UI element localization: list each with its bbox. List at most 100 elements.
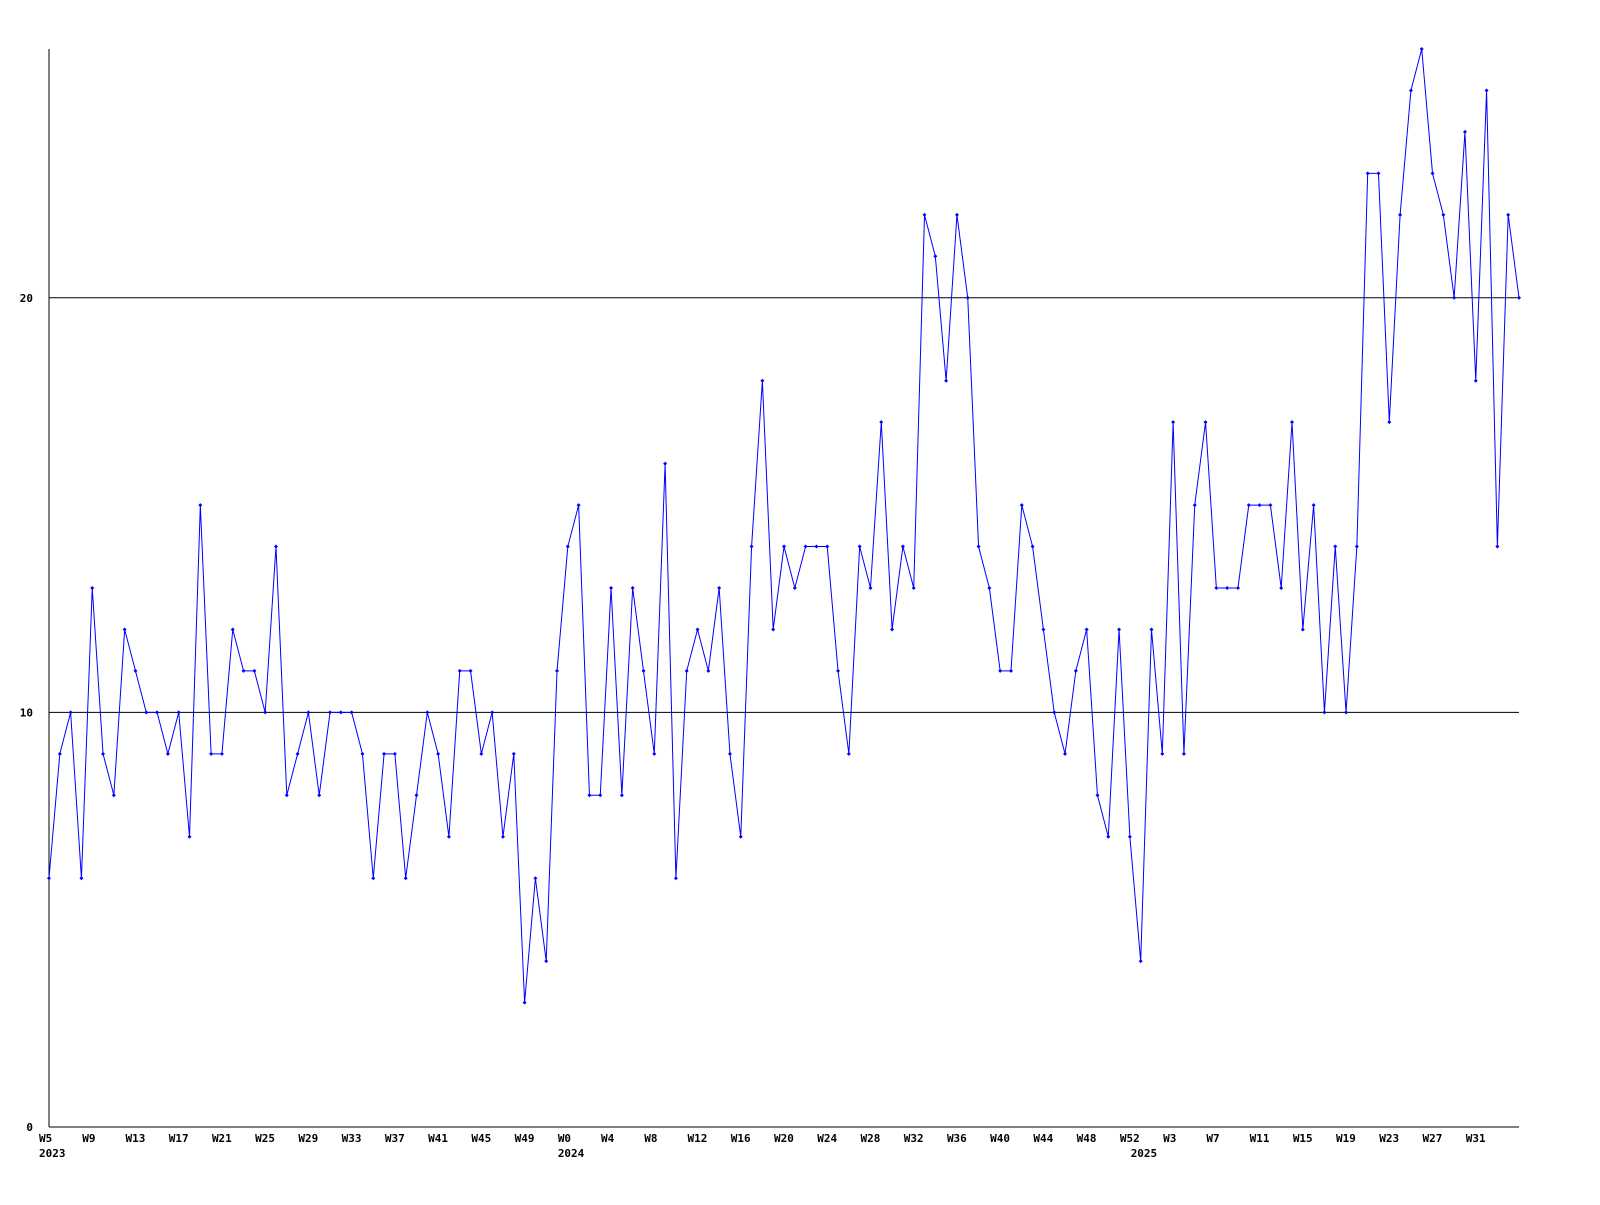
point-marker bbox=[684, 668, 689, 673]
point-marker bbox=[1462, 129, 1467, 134]
point-marker bbox=[122, 627, 127, 632]
point-marker bbox=[522, 1000, 527, 1005]
point-marker bbox=[371, 876, 376, 881]
point-marker bbox=[1106, 834, 1111, 839]
x-tick-label: W33 bbox=[342, 1132, 362, 1145]
point-marker bbox=[933, 254, 938, 259]
line bbox=[48, 48, 1520, 1003]
point-marker bbox=[68, 710, 73, 715]
point-marker bbox=[479, 751, 484, 756]
point-marker bbox=[317, 793, 322, 798]
x-tick-label: W27 bbox=[1423, 1132, 1443, 1145]
x-tick-label: W8 bbox=[644, 1132, 657, 1145]
point-marker bbox=[1300, 627, 1305, 632]
x-tick-label: W20 bbox=[774, 1132, 794, 1145]
point-marker bbox=[792, 586, 797, 590]
point-marker bbox=[987, 586, 992, 590]
point-marker bbox=[1008, 668, 1013, 673]
point-marker bbox=[954, 212, 959, 217]
point-marker bbox=[425, 710, 430, 715]
point-marker bbox=[533, 876, 538, 881]
y-tick-label: 0 bbox=[26, 1121, 33, 1134]
x-tick-label: W4 bbox=[601, 1132, 615, 1145]
point-marker bbox=[782, 544, 786, 549]
point-marker bbox=[695, 627, 700, 632]
point-marker bbox=[1225, 586, 1230, 590]
point-marker bbox=[1235, 586, 1240, 590]
point-marker bbox=[1214, 586, 1219, 590]
point-marker bbox=[165, 751, 170, 756]
point-marker bbox=[155, 710, 160, 715]
point-marker bbox=[1084, 627, 1089, 632]
point-marker bbox=[1181, 751, 1186, 756]
point-marker bbox=[1387, 420, 1392, 425]
point-marker bbox=[868, 586, 873, 590]
x-tick-label: W36 bbox=[947, 1132, 967, 1145]
x-tick-label: W41 bbox=[428, 1132, 448, 1145]
x-tick-label: W5 bbox=[39, 1132, 52, 1145]
x-tick-label: W15 bbox=[1293, 1132, 1313, 1145]
point-marker bbox=[1290, 420, 1295, 425]
y-tick-label: 10 bbox=[20, 706, 33, 719]
point-marker bbox=[1019, 503, 1024, 508]
point-marker bbox=[57, 751, 62, 756]
point-marker bbox=[1333, 544, 1338, 549]
point-marker bbox=[284, 793, 289, 798]
year-label: 2023 bbox=[39, 1147, 66, 1160]
point-marker bbox=[814, 544, 819, 549]
x-tick-label: W37 bbox=[385, 1132, 405, 1145]
point-marker bbox=[911, 586, 916, 590]
point-marker bbox=[836, 668, 841, 673]
point-marker bbox=[176, 710, 181, 715]
x-tick-label: W32 bbox=[904, 1132, 924, 1145]
point-marker bbox=[555, 668, 560, 673]
point-marker bbox=[219, 751, 224, 756]
point-marker bbox=[252, 668, 257, 673]
x-tick-label: W23 bbox=[1379, 1132, 1399, 1145]
x-tick-label: W40 bbox=[990, 1132, 1010, 1145]
point-marker bbox=[587, 793, 592, 798]
point-marker bbox=[760, 378, 765, 383]
point-marker bbox=[857, 544, 862, 549]
point-marker bbox=[1268, 503, 1273, 508]
point-marker bbox=[1344, 710, 1349, 715]
point-marker bbox=[1073, 668, 1078, 673]
point-marker bbox=[436, 751, 441, 756]
point-marker bbox=[1506, 212, 1511, 217]
point-marker bbox=[738, 834, 743, 839]
x-tick-label: W12 bbox=[688, 1132, 708, 1145]
point-marker bbox=[976, 544, 981, 549]
x-tick-label: W45 bbox=[471, 1132, 491, 1145]
point-marker bbox=[111, 793, 116, 798]
point-marker bbox=[1376, 171, 1381, 176]
point-marker bbox=[295, 751, 300, 756]
x-tick-label: W24 bbox=[817, 1132, 837, 1145]
point-marker bbox=[360, 751, 365, 756]
point-marker bbox=[1149, 627, 1154, 632]
year-label: 2024 bbox=[558, 1147, 585, 1160]
point-marker bbox=[1495, 544, 1500, 549]
point-marker bbox=[1311, 503, 1316, 508]
point-marker bbox=[209, 751, 214, 756]
point-marker bbox=[338, 710, 343, 715]
point-marker bbox=[1117, 627, 1122, 632]
point-marker bbox=[273, 544, 278, 549]
point-marker bbox=[1095, 793, 1100, 798]
point-marker bbox=[846, 751, 851, 756]
point-marker bbox=[47, 876, 51, 881]
point-marker bbox=[101, 751, 106, 756]
point-marker bbox=[1408, 88, 1413, 93]
point-marker bbox=[803, 544, 808, 549]
point-marker bbox=[187, 834, 192, 839]
point-marker bbox=[749, 544, 754, 549]
point-marker bbox=[890, 627, 895, 632]
point-marker bbox=[90, 586, 95, 590]
point-marker bbox=[133, 668, 138, 673]
x-tick-label: W21 bbox=[212, 1132, 232, 1145]
point-marker bbox=[403, 876, 408, 881]
x-tick-label: W48 bbox=[1077, 1132, 1097, 1145]
point-marker bbox=[241, 668, 246, 673]
point-marker bbox=[630, 586, 635, 590]
point-marker bbox=[79, 876, 84, 881]
